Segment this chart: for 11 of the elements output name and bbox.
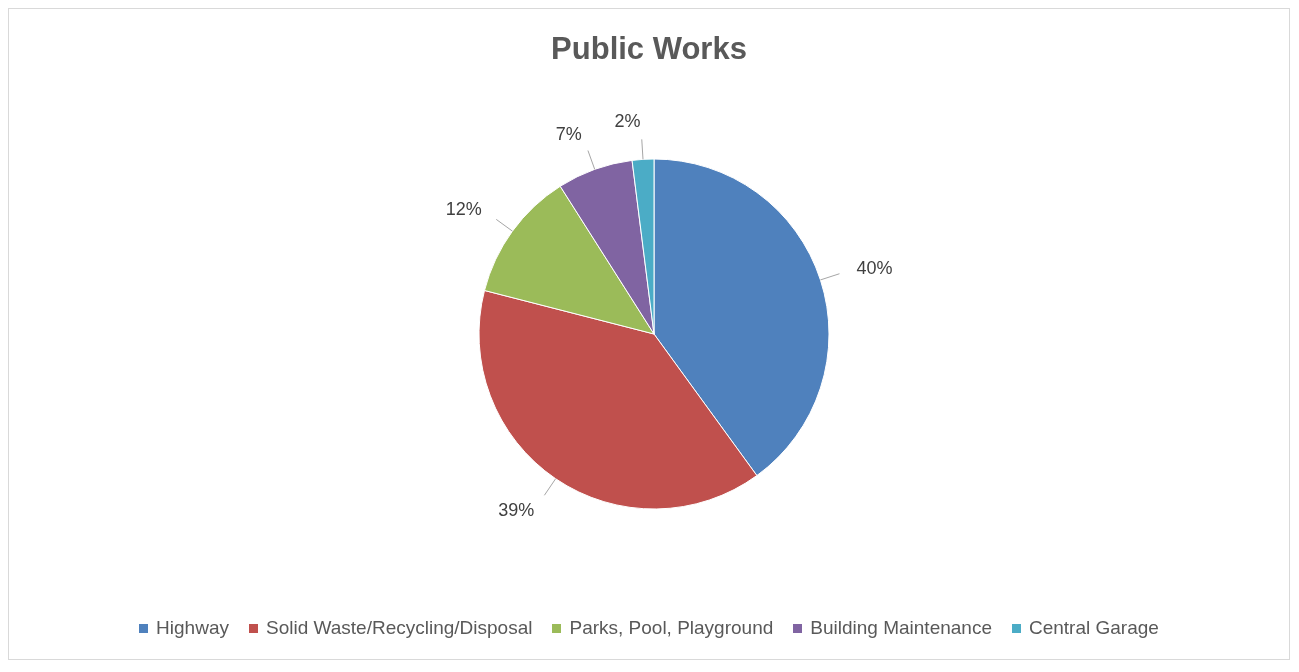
data-label: 7% — [555, 123, 582, 144]
data-label: 2% — [614, 111, 641, 132]
legend-label: Solid Waste/Recycling/Disposal — [265, 617, 533, 639]
data-label: 12% — [445, 198, 482, 219]
data-label: 40% — [856, 258, 893, 279]
data-label: 39% — [498, 500, 535, 521]
chart-title: Public Works — [550, 30, 748, 67]
legend-label: Highway — [156, 617, 229, 639]
legend-label: Building Maintenance — [810, 617, 992, 639]
legend-label: Central Garage — [1028, 617, 1159, 639]
legend-label: Parks, Pool, Playground — [569, 617, 774, 639]
